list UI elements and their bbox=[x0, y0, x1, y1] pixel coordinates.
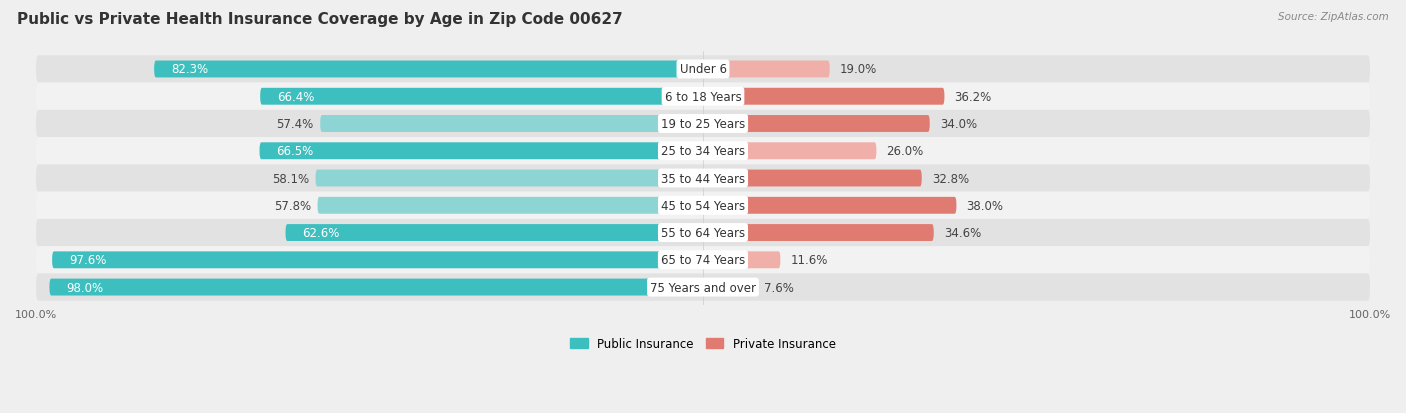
FancyBboxPatch shape bbox=[37, 192, 1369, 219]
Text: 36.2%: 36.2% bbox=[955, 90, 991, 104]
Text: 32.8%: 32.8% bbox=[932, 172, 969, 185]
Text: 58.1%: 58.1% bbox=[271, 172, 309, 185]
Text: 66.5%: 66.5% bbox=[276, 145, 314, 158]
FancyBboxPatch shape bbox=[703, 197, 956, 214]
FancyBboxPatch shape bbox=[37, 111, 1369, 138]
FancyBboxPatch shape bbox=[155, 62, 703, 78]
Text: 34.6%: 34.6% bbox=[943, 226, 981, 240]
FancyBboxPatch shape bbox=[37, 165, 1369, 192]
FancyBboxPatch shape bbox=[703, 170, 922, 187]
Text: 75 Years and over: 75 Years and over bbox=[650, 281, 756, 294]
Text: 55 to 64 Years: 55 to 64 Years bbox=[661, 226, 745, 240]
FancyBboxPatch shape bbox=[37, 274, 1369, 301]
Text: 35 to 44 Years: 35 to 44 Years bbox=[661, 172, 745, 185]
Text: 97.6%: 97.6% bbox=[69, 254, 107, 267]
Text: 34.0%: 34.0% bbox=[939, 118, 977, 131]
Text: 82.3%: 82.3% bbox=[172, 63, 208, 76]
FancyBboxPatch shape bbox=[37, 247, 1369, 274]
FancyBboxPatch shape bbox=[49, 279, 703, 296]
FancyBboxPatch shape bbox=[703, 225, 934, 242]
Text: 65 to 74 Years: 65 to 74 Years bbox=[661, 254, 745, 267]
Text: 19.0%: 19.0% bbox=[839, 63, 877, 76]
FancyBboxPatch shape bbox=[318, 197, 703, 214]
FancyBboxPatch shape bbox=[703, 116, 929, 133]
FancyBboxPatch shape bbox=[703, 279, 754, 296]
FancyBboxPatch shape bbox=[703, 143, 876, 160]
Text: 45 to 54 Years: 45 to 54 Years bbox=[661, 199, 745, 212]
Text: 38.0%: 38.0% bbox=[966, 199, 1004, 212]
Text: 66.4%: 66.4% bbox=[277, 90, 315, 104]
FancyBboxPatch shape bbox=[703, 62, 830, 78]
FancyBboxPatch shape bbox=[285, 225, 703, 242]
FancyBboxPatch shape bbox=[321, 116, 703, 133]
FancyBboxPatch shape bbox=[37, 219, 1369, 247]
Text: 57.8%: 57.8% bbox=[274, 199, 311, 212]
Legend: Public Insurance, Private Insurance: Public Insurance, Private Insurance bbox=[565, 332, 841, 355]
FancyBboxPatch shape bbox=[52, 252, 703, 268]
Text: 6 to 18 Years: 6 to 18 Years bbox=[665, 90, 741, 104]
Text: Under 6: Under 6 bbox=[679, 63, 727, 76]
Text: 26.0%: 26.0% bbox=[886, 145, 924, 158]
FancyBboxPatch shape bbox=[260, 143, 703, 160]
Text: 98.0%: 98.0% bbox=[66, 281, 103, 294]
FancyBboxPatch shape bbox=[703, 88, 945, 105]
Text: 25 to 34 Years: 25 to 34 Years bbox=[661, 145, 745, 158]
Text: 11.6%: 11.6% bbox=[790, 254, 828, 267]
FancyBboxPatch shape bbox=[37, 56, 1369, 83]
Text: Public vs Private Health Insurance Coverage by Age in Zip Code 00627: Public vs Private Health Insurance Cover… bbox=[17, 12, 623, 27]
FancyBboxPatch shape bbox=[37, 83, 1369, 111]
Text: 19 to 25 Years: 19 to 25 Years bbox=[661, 118, 745, 131]
Text: 7.6%: 7.6% bbox=[763, 281, 793, 294]
Text: 62.6%: 62.6% bbox=[302, 226, 340, 240]
Text: Source: ZipAtlas.com: Source: ZipAtlas.com bbox=[1278, 12, 1389, 22]
Text: 57.4%: 57.4% bbox=[277, 118, 314, 131]
FancyBboxPatch shape bbox=[37, 138, 1369, 165]
FancyBboxPatch shape bbox=[260, 88, 703, 105]
FancyBboxPatch shape bbox=[315, 170, 703, 187]
FancyBboxPatch shape bbox=[703, 252, 780, 268]
